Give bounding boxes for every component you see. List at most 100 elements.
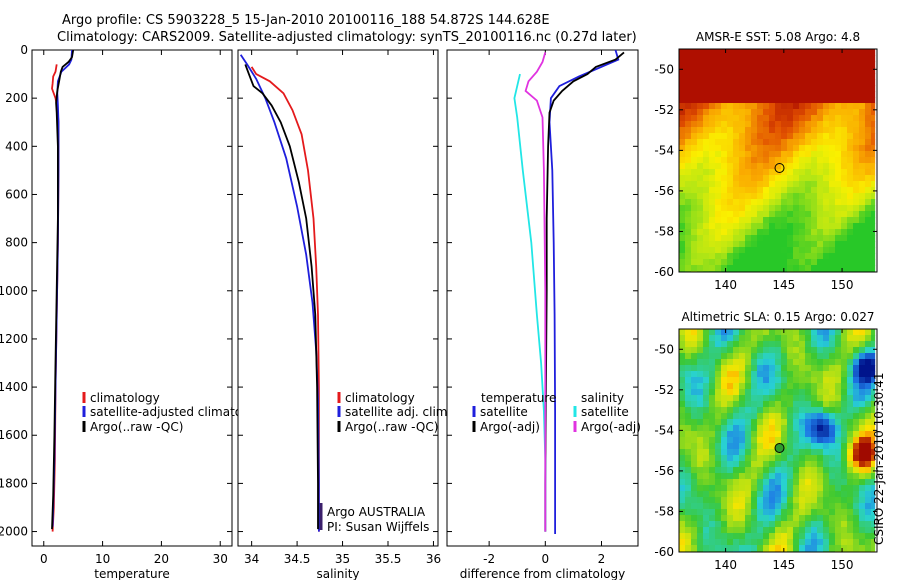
heatmap-cell	[871, 329, 876, 336]
heatmap-cell	[793, 181, 800, 188]
heatmap-cell	[835, 455, 842, 462]
heatmap-cell	[835, 247, 842, 254]
heatmap-cell	[835, 223, 842, 230]
heatmap-cell	[817, 491, 824, 498]
heatmap-cell	[733, 467, 740, 474]
heatmap-cell	[697, 497, 704, 504]
heatmap-cell	[781, 103, 788, 110]
heatmap-cell	[763, 151, 770, 158]
heatmap-cell	[871, 545, 876, 552]
heatmap-cell	[721, 371, 728, 378]
heatmap-cell	[805, 181, 812, 188]
heatmap-cell	[775, 539, 782, 546]
heatmap-cell	[787, 533, 794, 540]
heatmap-cell	[823, 335, 830, 342]
heatmap-cell	[787, 253, 794, 260]
heatmap-cell	[739, 359, 746, 366]
heatmap-cell	[793, 329, 800, 336]
heatmap-cell	[859, 329, 866, 336]
heatmap-cell	[841, 371, 848, 378]
heatmap-cell	[817, 217, 824, 224]
heatmap-cell	[763, 491, 770, 498]
heatmap-cell	[697, 449, 704, 456]
heatmap-cell	[709, 545, 716, 552]
heatmap-cell	[859, 109, 866, 116]
heatmap-cell	[739, 491, 746, 498]
heatmap-cell	[709, 527, 716, 534]
heatmap-cell	[685, 73, 692, 80]
heatmap-cell	[691, 253, 698, 260]
heatmap-cell	[823, 61, 830, 68]
heatmap-cell	[757, 455, 764, 462]
heatmap-cell	[871, 91, 876, 98]
heatmap-cell	[805, 73, 812, 80]
heatmap-cell	[799, 109, 806, 116]
heatmap-cell	[727, 121, 734, 128]
heatmap-cell	[865, 461, 872, 468]
heatmap-cell	[841, 61, 848, 68]
heatmap-cell	[847, 127, 854, 134]
heatmap-cell	[859, 157, 866, 164]
heatmap-cell	[691, 103, 698, 110]
heatmap-cell	[709, 127, 716, 134]
heatmap-cell	[757, 335, 764, 342]
heatmap-cell	[799, 443, 806, 450]
heatmap-cell	[787, 133, 794, 140]
heatmap-cell	[817, 85, 824, 92]
heatmap-cell	[727, 491, 734, 498]
heatmap-cell	[805, 91, 812, 98]
heatmap-cell	[733, 545, 740, 552]
heatmap-cell	[739, 85, 746, 92]
heatmap-cell	[685, 401, 692, 408]
heatmap-cell	[793, 425, 800, 432]
heatmap-cell	[703, 217, 710, 224]
heatmap-cell	[817, 503, 824, 510]
heatmap-cell	[823, 145, 830, 152]
heatmap-cell	[835, 377, 842, 384]
heatmap-cell	[781, 533, 788, 540]
heatmap-cell	[859, 55, 866, 62]
heatmap-cell	[751, 121, 758, 128]
series-line-climatology	[250, 66, 320, 532]
heatmap-cell	[805, 425, 812, 432]
heatmap-cell	[841, 49, 848, 56]
heatmap-cell	[871, 247, 876, 254]
heatmap-cell	[745, 341, 752, 348]
heatmap-cell	[715, 127, 722, 134]
heatmap-cell	[853, 503, 860, 510]
heatmap-cell	[751, 353, 758, 360]
heatmap-cell	[829, 169, 836, 176]
heatmap-cell	[853, 205, 860, 212]
heatmap-cell	[703, 55, 710, 62]
heatmap-cell	[697, 235, 704, 242]
heatmap-cell	[763, 347, 770, 354]
heatmap-cell	[781, 247, 788, 254]
heatmap-cell	[793, 461, 800, 468]
heatmap-cell	[739, 431, 746, 438]
heatmap-cell	[823, 253, 830, 260]
heatmap-cell	[859, 265, 866, 272]
heatmap-cell	[793, 395, 800, 402]
heatmap-cell	[805, 455, 812, 462]
heatmap-cell	[871, 253, 876, 260]
heatmap-cell	[739, 259, 746, 266]
heatmap-cell	[685, 521, 692, 528]
map-frame	[678, 328, 878, 553]
heatmap-cell	[745, 79, 752, 86]
heatmap-cell	[715, 515, 722, 522]
heatmap-cell	[859, 217, 866, 224]
heatmap-cell	[727, 187, 734, 194]
heatmap-cell	[697, 335, 704, 342]
heatmap-cell	[703, 139, 710, 146]
heatmap-cell	[697, 359, 704, 366]
heatmap-cell	[853, 55, 860, 62]
heatmap-cell	[823, 371, 830, 378]
heatmap-cell	[781, 181, 788, 188]
heatmap-cell	[763, 377, 770, 384]
heatmap-cell	[691, 347, 698, 354]
heatmap-cell	[853, 229, 860, 236]
heatmap-cell	[871, 265, 876, 272]
heatmap-cell	[757, 401, 764, 408]
heatmap-cell	[817, 79, 824, 86]
heatmap-cell	[823, 401, 830, 408]
